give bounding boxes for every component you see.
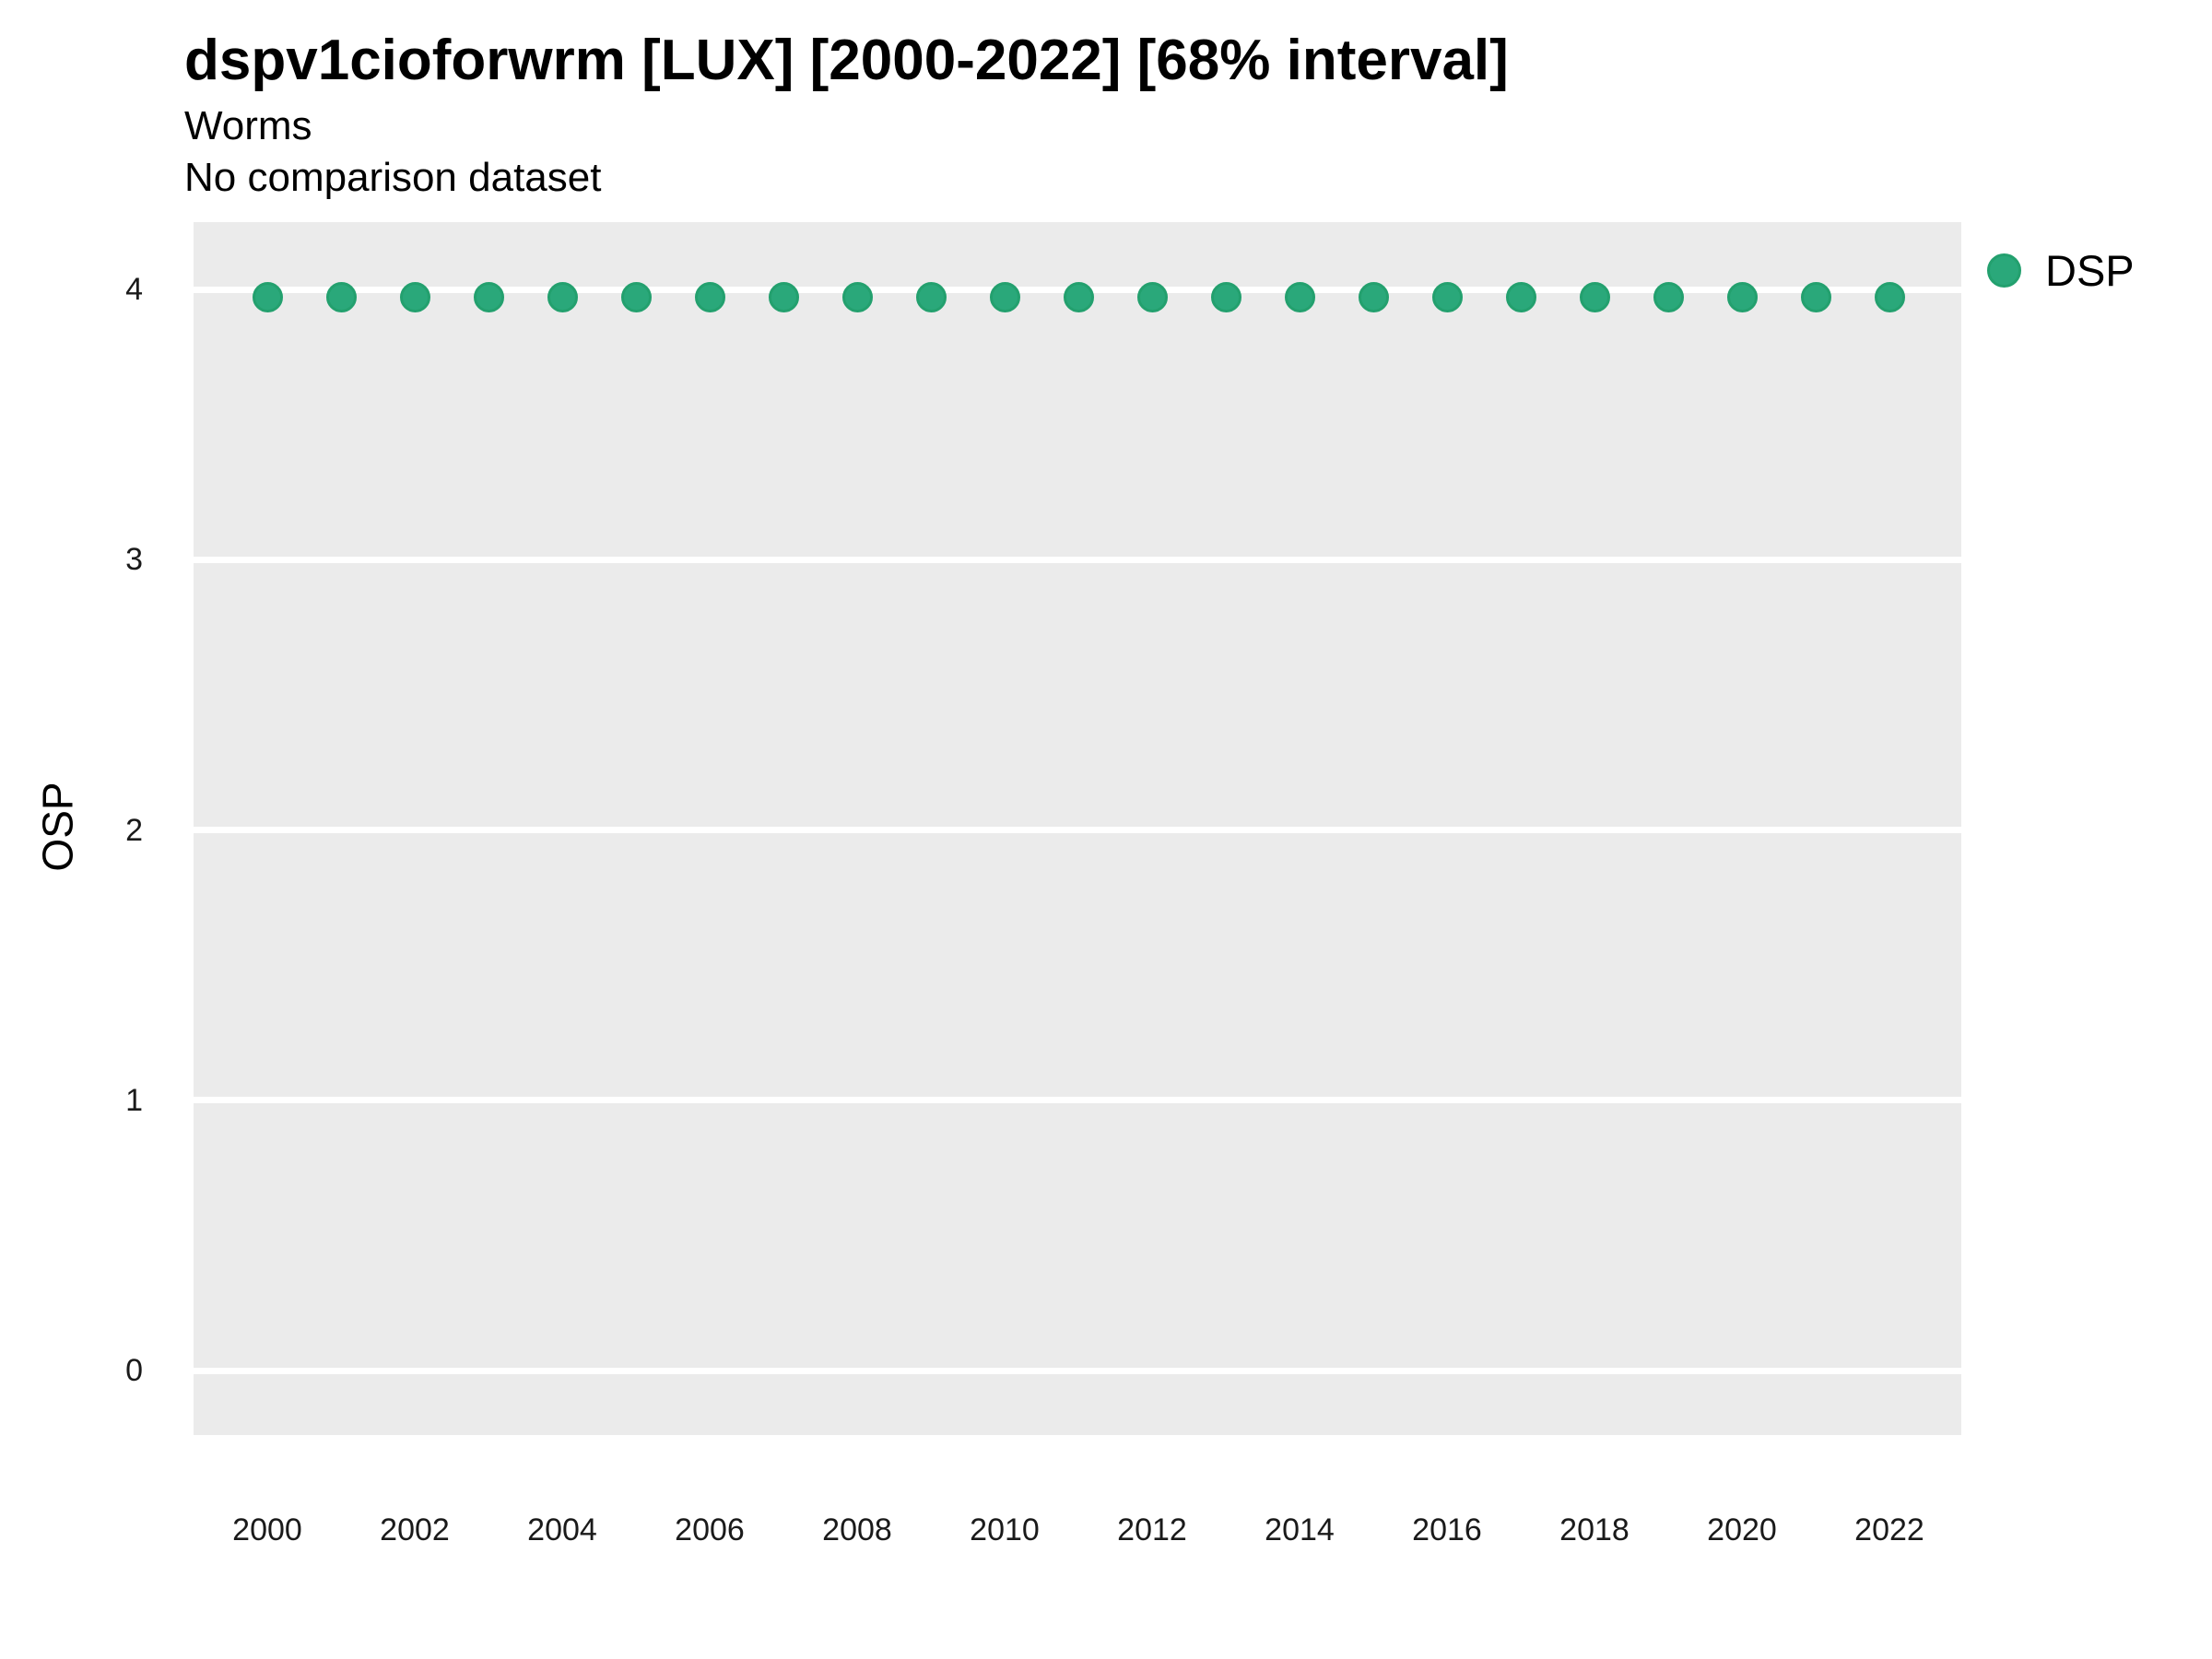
chart-title: dspv1cioforwrm [LUX] [2000-2022] [68% in… — [184, 29, 1509, 92]
gridline-y-1 — [194, 1097, 1961, 1104]
data-point-2007 — [768, 282, 799, 313]
x-tick-label-2000: 2000 — [232, 1512, 302, 1547]
data-point-2021 — [1800, 282, 1831, 313]
data-point-2002 — [399, 282, 430, 313]
data-point-2011 — [1063, 282, 1094, 313]
data-point-2013 — [1210, 282, 1241, 313]
data-point-2019 — [1653, 282, 1684, 313]
x-tick-label-2004: 2004 — [527, 1512, 597, 1547]
data-point-2015 — [1358, 282, 1389, 313]
data-point-2003 — [473, 282, 504, 313]
y-tick-label-2: 2 — [125, 812, 143, 848]
legend-series-label: DSP — [2045, 246, 2135, 295]
gridline-y-3 — [194, 556, 1961, 563]
data-point-2016 — [1431, 282, 1463, 313]
legend-point-swatch — [1987, 253, 2021, 288]
data-point-2008 — [841, 282, 873, 313]
x-tick-label-2002: 2002 — [380, 1512, 450, 1547]
y-tick-label-3: 3 — [125, 542, 143, 578]
y-tick-label-1: 1 — [125, 1082, 143, 1118]
x-tick-label-2022: 2022 — [1854, 1512, 1924, 1547]
data-point-2009 — [915, 282, 947, 313]
data-point-2006 — [694, 282, 725, 313]
data-point-2020 — [1726, 282, 1758, 313]
y-tick-label-4: 4 — [125, 272, 143, 307]
x-tick-label-2016: 2016 — [1412, 1512, 1482, 1547]
x-tick-label-2014: 2014 — [1265, 1512, 1335, 1547]
data-point-2022 — [1874, 282, 1905, 313]
x-tick-label-2018: 2018 — [1559, 1512, 1630, 1547]
x-tick-label-2008: 2008 — [822, 1512, 892, 1547]
x-tick-label-2020: 2020 — [1707, 1512, 1777, 1547]
plot-panel — [194, 222, 1961, 1435]
data-point-2001 — [325, 282, 357, 313]
data-point-2018 — [1579, 282, 1610, 313]
chart-comparison-note: No comparison dataset — [184, 155, 602, 200]
x-tick-label-2012: 2012 — [1117, 1512, 1187, 1547]
x-tick-label-2006: 2006 — [675, 1512, 745, 1547]
data-point-2004 — [547, 282, 578, 313]
gridline-y-0 — [194, 1367, 1961, 1374]
x-tick-label-2010: 2010 — [970, 1512, 1040, 1547]
data-point-2000 — [252, 282, 283, 313]
data-point-2017 — [1505, 282, 1536, 313]
data-point-2010 — [989, 282, 1020, 313]
chart-subtitle: Worms — [184, 103, 312, 148]
data-point-2012 — [1136, 282, 1168, 313]
data-point-2014 — [1284, 282, 1315, 313]
data-point-2005 — [620, 282, 652, 313]
gridline-y-2 — [194, 827, 1961, 833]
legend: DSP — [1987, 249, 2135, 292]
y-tick-label-0: 0 — [125, 1353, 143, 1388]
